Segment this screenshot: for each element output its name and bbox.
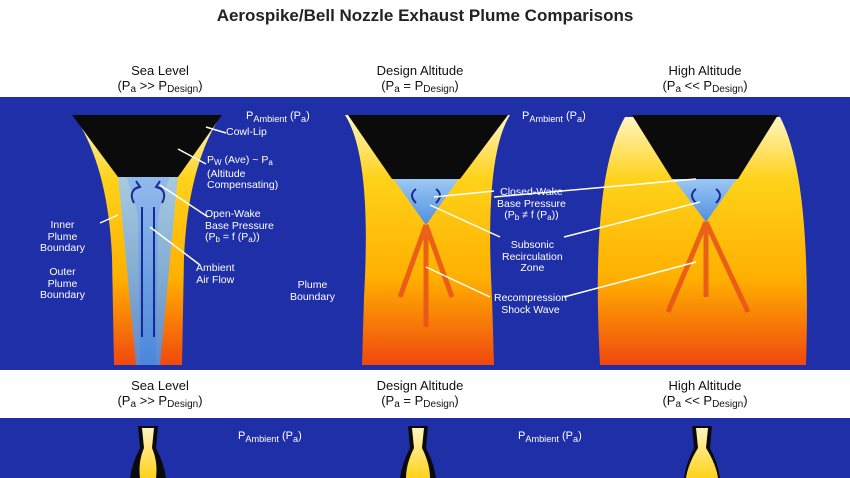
bell-nozzle-design-altitude: [400, 426, 436, 478]
label-ambient-air-flow: Ambient Air Flow: [196, 262, 235, 286]
header-sea-level: Sea Level (Pa >> PDesign): [117, 63, 203, 95]
bell-ambient-label-right: PAmbient (Pa): [518, 430, 582, 445]
bell-nozzles-svg: [130, 426, 720, 478]
header-sea-level-bell: Sea Level (Pa >> PDesign): [117, 378, 203, 410]
ambient-label-right: PAmbient (Pa): [522, 110, 586, 125]
aerospike-plumes-svg: [72, 115, 807, 365]
label-outer-plume: Outer Plume Boundary: [40, 266, 85, 301]
sea-level-vortex-left: [130, 180, 142, 204]
header-design-altitude: Design Altitude (Pa = PDesign): [376, 63, 464, 95]
aerospike-panel: PAmbient (Pa) PAmbient (Pa) Cowl-Lip PW …: [0, 97, 850, 370]
header-design-altitude-bell: Design Altitude (Pa = PDesign): [376, 378, 464, 410]
label-closed-wake: Closed-Wake Base Pressure (Pb ≠ f (Pa)): [497, 186, 566, 222]
sea-level-plume: [72, 115, 222, 365]
design-altitude-wake: [392, 177, 460, 225]
leader-lines: [99, 126, 701, 298]
label-inner-plume: Inner Plume Boundary: [40, 219, 85, 254]
design-altitude-vortex: [411, 188, 441, 204]
label-subsonic-zone: Subsonic Recirculation Zone: [502, 239, 563, 274]
ambient-label-left: PAmbient (Pa): [246, 110, 310, 125]
bell-ambient-label-left: PAmbient (Pa): [238, 430, 302, 445]
bell-nozzle-high-altitude: [684, 426, 720, 478]
label-open-wake: Open-Wake Base Pressure (Pb = f (Pa)): [205, 208, 274, 244]
high-altitude-wake: [672, 177, 738, 222]
label-plume-boundary: Plume Boundary: [290, 279, 335, 303]
sea-level-vortex-right: [154, 180, 166, 204]
bell-nozzle-sea-level: [130, 426, 166, 478]
design-altitude-nozzle: [348, 115, 508, 179]
header-high-altitude: High Altitude (Pa << PDesign): [662, 63, 748, 95]
label-cowl-lip: Cowl-Lip: [226, 126, 267, 138]
sea-level-flow-arrows: [141, 207, 155, 337]
sea-level-nozzle: [72, 115, 222, 177]
design-altitude-shock: [397, 224, 455, 327]
high-altitude-nozzle: [632, 115, 778, 179]
high-altitude-outer-plume: [597, 117, 807, 365]
header-high-altitude-bell: High Altitude (Pa << PDesign): [662, 378, 748, 410]
label-wall-pressure: PW (Ave) ~ Pa (Altitude Compensating): [207, 154, 279, 191]
diagram-title: Aerospike/Bell Nozzle Exhaust Plume Comp…: [216, 6, 634, 25]
design-altitude-plume: [345, 115, 510, 365]
bell-nozzle-panel: PAmbient (Pa) PAmbient (Pa): [0, 418, 850, 478]
high-altitude-plume: [597, 115, 807, 365]
sea-level-wake: [118, 175, 178, 365]
high-altitude-vortex: [691, 188, 721, 204]
label-recompression-shock: Recompression Shock Wave: [494, 292, 567, 316]
high-altitude-shock: [665, 220, 751, 314]
